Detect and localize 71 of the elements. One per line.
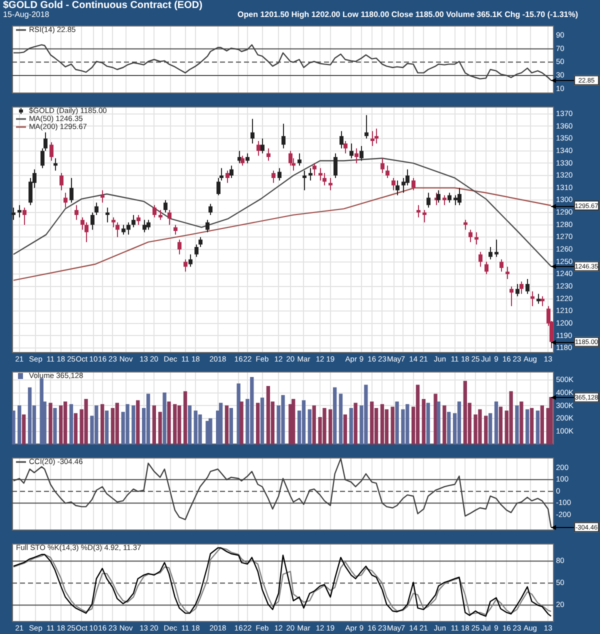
- bar: [224, 405, 229, 444]
- bar: [498, 406, 503, 444]
- candlestick: [12, 207, 16, 220]
- bar: [526, 409, 530, 444]
- bar: [100, 404, 104, 444]
- bar: [69, 404, 74, 444]
- bar: [74, 413, 78, 444]
- bar: [370, 402, 374, 444]
- bar: [520, 402, 524, 444]
- chart-title: $GOLD Gold - Continuous Contract (EOD): [3, 0, 202, 11]
- bar: [422, 398, 426, 444]
- bar: [167, 402, 171, 444]
- bar: [302, 400, 306, 444]
- bar: [59, 405, 63, 444]
- bar: [328, 409, 332, 444]
- bar: [183, 391, 188, 444]
- bar: [380, 404, 384, 444]
- bar: [260, 398, 264, 444]
- bar: [208, 418, 212, 444]
- bar: [540, 405, 544, 444]
- chart-subtitle: 15-Aug-2018: [3, 10, 50, 19]
- bar: [530, 408, 534, 444]
- bar: [457, 402, 462, 444]
- bar: [390, 406, 394, 444]
- bar: [162, 392, 166, 444]
- bar: [426, 402, 430, 444]
- bar: [436, 402, 440, 444]
- bar: [198, 414, 202, 444]
- bar: [115, 402, 119, 444]
- bar: [22, 414, 26, 444]
- bar: [308, 409, 312, 444]
- bar: [229, 408, 233, 444]
- bar: [442, 405, 446, 444]
- bar: [218, 402, 223, 444]
- bar: [343, 414, 348, 444]
- bar: [488, 413, 492, 444]
- bar: [416, 384, 420, 444]
- bar: [136, 400, 140, 444]
- bar: [28, 387, 32, 444]
- bar: [447, 412, 451, 444]
- text: Open 1201.50 High 1202.00 Low 1180.00 Close 1185.00 Volume 365.1K Chg -15.70 (-1.31%): [238, 10, 578, 19]
- bar: [236, 383, 240, 444]
- bar: [240, 402, 244, 444]
- bar: [84, 398, 88, 444]
- bar: [63, 402, 68, 444]
- bar: [536, 410, 540, 444]
- bar: [18, 405, 22, 444]
- bar: [312, 405, 316, 444]
- bar: [354, 402, 358, 444]
- bar: [12, 410, 16, 444]
- bar: [152, 405, 156, 444]
- bar: [549, 396, 553, 444]
- bar: [515, 405, 519, 444]
- bar: [256, 402, 260, 444]
- bar: [266, 386, 270, 444]
- bar: [173, 404, 177, 444]
- bar: [509, 391, 513, 444]
- bar: [132, 405, 136, 444]
- bar: [494, 402, 498, 444]
- bar: [349, 408, 353, 444]
- bar: [188, 405, 192, 444]
- bar: [104, 410, 109, 444]
- bar: [146, 394, 150, 444]
- bar: [158, 412, 162, 444]
- bar: [484, 416, 488, 444]
- bar: [292, 398, 296, 444]
- bar: [395, 402, 399, 444]
- bar: [53, 408, 57, 444]
- bar: [338, 394, 343, 444]
- bar: [48, 402, 52, 444]
- bar: [333, 387, 337, 444]
